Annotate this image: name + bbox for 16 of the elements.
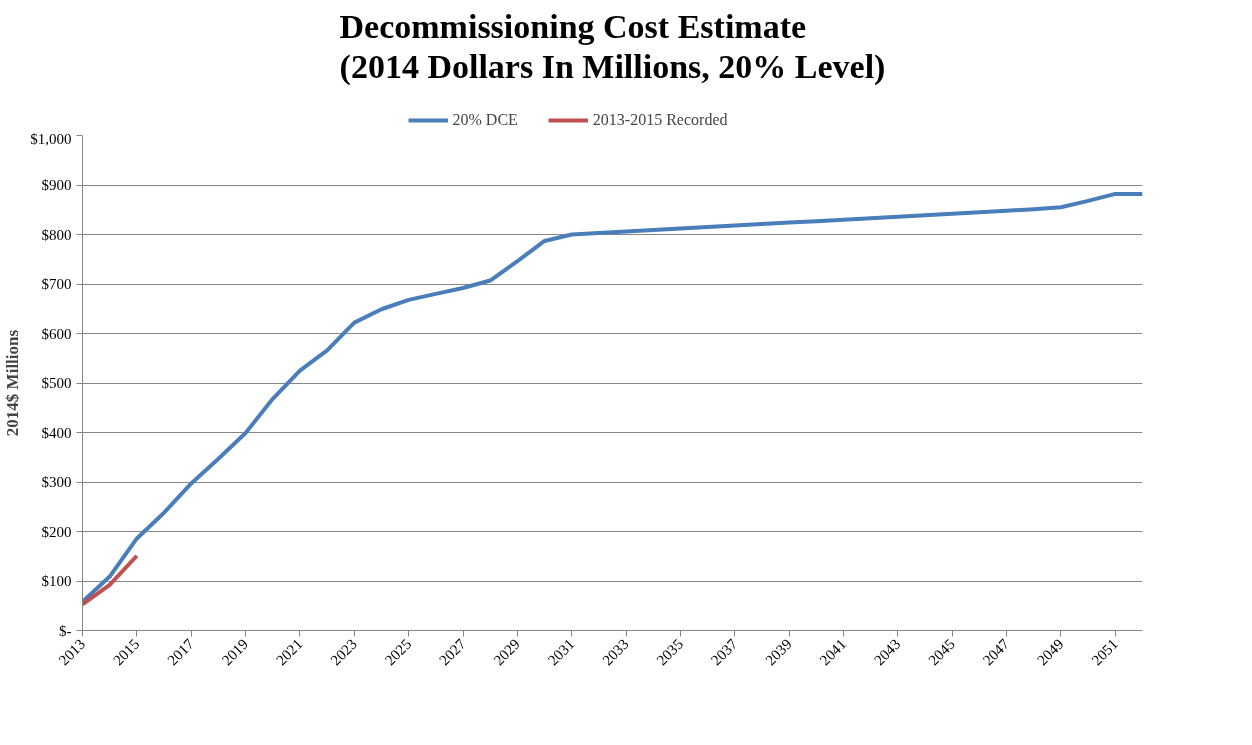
legend-label: 2013-2015 Recorded [592, 111, 728, 129]
y-tick-label: $700 [41, 276, 72, 292]
y-tick-label: $500 [41, 375, 72, 391]
y-tick-label: $900 [41, 177, 72, 193]
y-tick-label: $- [59, 622, 72, 639]
y-tick-label: $300 [41, 474, 72, 490]
y-tick-label: $400 [41, 424, 72, 441]
y-tick-label: $1,000 [30, 130, 72, 147]
line-series [82, 191, 1143, 604]
y-tick-label: $200 [41, 523, 72, 540]
y-tick-label: $600 [41, 325, 72, 342]
y-tick-label: $100 [41, 573, 72, 589]
chart-title: Decommissioning Cost Estimate (2014 Dollars In Millions, 20% Level) [339, 7, 886, 87]
legend-label: 20% DCE [452, 111, 518, 129]
y-axis-title: 2014$ Millions [3, 329, 23, 437]
y-tick-label: $800 [41, 226, 72, 243]
